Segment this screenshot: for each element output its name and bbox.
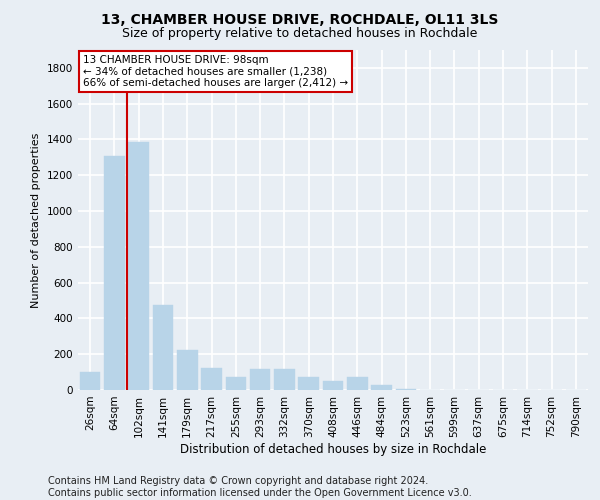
Bar — [395, 389, 416, 390]
Bar — [104, 156, 125, 390]
Bar — [226, 376, 246, 390]
Bar — [298, 376, 319, 390]
Bar — [80, 372, 100, 390]
Y-axis label: Number of detached properties: Number of detached properties — [31, 132, 41, 308]
Text: Contains HM Land Registry data © Crown copyright and database right 2024.
Contai: Contains HM Land Registry data © Crown c… — [48, 476, 472, 498]
Text: Size of property relative to detached houses in Rochdale: Size of property relative to detached ho… — [122, 28, 478, 40]
Bar — [323, 381, 343, 390]
Bar — [128, 142, 149, 390]
Bar — [347, 376, 368, 390]
Bar — [274, 368, 295, 390]
Bar — [201, 368, 222, 390]
Text: 13 CHAMBER HOUSE DRIVE: 98sqm
← 34% of detached houses are smaller (1,238)
66% o: 13 CHAMBER HOUSE DRIVE: 98sqm ← 34% of d… — [83, 55, 348, 88]
Bar — [250, 368, 271, 390]
Bar — [371, 384, 392, 390]
X-axis label: Distribution of detached houses by size in Rochdale: Distribution of detached houses by size … — [180, 442, 486, 456]
Bar — [177, 350, 197, 390]
Text: 13, CHAMBER HOUSE DRIVE, ROCHDALE, OL11 3LS: 13, CHAMBER HOUSE DRIVE, ROCHDALE, OL11 … — [101, 12, 499, 26]
Bar — [152, 305, 173, 390]
